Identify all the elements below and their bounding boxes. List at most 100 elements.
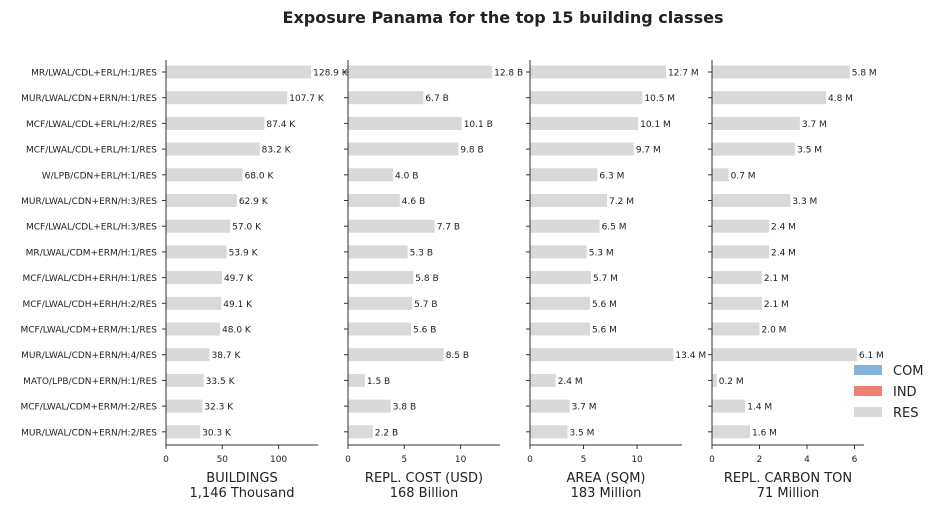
bar <box>530 271 592 285</box>
data-label: 83.2 K <box>262 146 292 156</box>
bar <box>348 142 459 156</box>
data-label: 3.3 M <box>792 197 817 207</box>
category-label: MUR/LWAL/CDN+ERN/H:3/RES <box>21 197 157 207</box>
bar <box>166 348 210 362</box>
bar <box>166 142 260 156</box>
data-label: 48.0 K <box>222 326 252 336</box>
x-tick-label: 6 <box>852 455 858 465</box>
legend-label: IND <box>893 385 917 400</box>
data-label: 6.1 M <box>859 351 884 361</box>
bar <box>530 296 590 310</box>
bar <box>348 168 394 182</box>
bar <box>166 425 201 439</box>
data-label: 8.5 B <box>446 351 469 361</box>
bar <box>348 91 424 105</box>
data-label: 2.0 M <box>762 326 787 336</box>
data-label: 0.7 M <box>731 171 756 181</box>
data-label: 33.5 K <box>206 377 236 387</box>
x-tick-label: 50 <box>217 455 229 465</box>
data-label: 2.2 B <box>375 428 398 438</box>
data-label: 32.3 K <box>204 403 234 413</box>
category-label: MUR/LWAL/CDN+ERN/H:4/RES <box>21 351 157 361</box>
x-tick-label: 0 <box>527 455 533 465</box>
data-label: 5.3 M <box>589 248 614 258</box>
category-label: MR/LWAL/CDM+ERM/H:1/RES <box>26 248 158 258</box>
data-label: 1.4 M <box>747 403 772 413</box>
bar <box>166 271 222 285</box>
category-label: MR/LWAL/CDL+ERL/H:1/RES <box>31 69 157 79</box>
category-label: MCF/LWAL/CDM+ERM/H:2/RES <box>20 403 157 413</box>
data-label: 2.4 M <box>771 248 796 258</box>
category-label: MCF/LWAL/CDH+ERH/H:1/RES <box>22 274 157 284</box>
bar <box>530 116 639 130</box>
page-title: Exposure Panama for the top 15 building … <box>282 8 724 27</box>
data-label: 3.7 M <box>572 403 597 413</box>
data-label: 53.9 K <box>229 248 259 258</box>
bar <box>712 219 769 233</box>
data-label: 49.1 K <box>223 300 253 310</box>
data-label: 5.7 B <box>414 300 437 310</box>
x-tick-label: 5 <box>401 455 407 465</box>
x-axis-title: BUILDINGS <box>206 471 277 486</box>
bar <box>712 399 746 413</box>
data-label: 62.9 K <box>239 197 269 207</box>
data-label: 1.5 B <box>367 377 390 387</box>
bar <box>348 271 414 285</box>
bar <box>712 348 857 362</box>
bar <box>712 322 760 336</box>
data-label: 2.1 M <box>764 274 789 284</box>
bar <box>166 322 221 336</box>
data-label: 3.5 M <box>569 428 594 438</box>
data-label: 7.2 M <box>609 197 634 207</box>
panel-1: 128.9 K 107.7 K 87.4 K 83.2 K 68.0 K 62.9 K 57… <box>162 60 349 501</box>
data-label: 5.8 M <box>852 69 877 79</box>
data-label: 12.8 B <box>494 69 523 79</box>
data-label: 5.6 M <box>592 326 617 336</box>
bar <box>348 425 373 439</box>
bar <box>712 271 762 285</box>
bar <box>530 245 587 259</box>
panel-3: 12.7 M 10.5 M 10.1 M 9.7 M 6.3 M 7.2 M 6.5 M 5.… <box>526 60 706 501</box>
bar <box>530 91 643 105</box>
data-label: 4.6 B <box>402 197 425 207</box>
data-label: 9.8 B <box>460 146 483 156</box>
bar <box>530 425 568 439</box>
x-tick-label: 100 <box>270 455 287 465</box>
data-label: 3.7 M <box>802 120 827 130</box>
x-tick-label: 5 <box>581 455 587 465</box>
bar <box>348 348 444 362</box>
data-label: 4.8 M <box>828 94 853 104</box>
data-label: 10.1 B <box>464 120 493 130</box>
bar <box>166 373 204 387</box>
bar <box>166 245 227 259</box>
x-axis-total: 71 Million <box>757 486 820 501</box>
x-tick-label: 10 <box>455 455 467 465</box>
bar <box>348 399 391 413</box>
data-label: 6.5 M <box>602 223 627 233</box>
bar <box>530 348 674 362</box>
data-label: 6.3 M <box>599 171 624 181</box>
category-label: MCF/LWAL/CDL+ERL/H:1/RES <box>26 146 157 156</box>
category-label: MUR/LWAL/CDN+ERN/H:2/RES <box>21 428 157 438</box>
bar <box>712 142 796 156</box>
bar <box>166 296 222 310</box>
bar <box>348 219 435 233</box>
x-tick-label: 0 <box>709 455 715 465</box>
data-label: 4.0 B <box>395 171 418 181</box>
bar <box>166 168 243 182</box>
data-label: 57.0 K <box>232 223 262 233</box>
data-label: 128.9 K <box>313 69 349 79</box>
x-tick-label: 10 <box>631 455 643 465</box>
bar <box>712 116 800 130</box>
bar <box>348 245 408 259</box>
bar <box>530 399 570 413</box>
data-label: 5.7 M <box>593 274 618 284</box>
category-label: MCF/LWAL/CDH+ERH/H:2/RES <box>22 300 157 310</box>
legend-swatch <box>854 365 882 375</box>
bar <box>712 168 729 182</box>
bar <box>530 194 608 207</box>
data-label: 5.3 B <box>410 248 433 258</box>
x-axis-total: 183 Million <box>571 486 642 501</box>
